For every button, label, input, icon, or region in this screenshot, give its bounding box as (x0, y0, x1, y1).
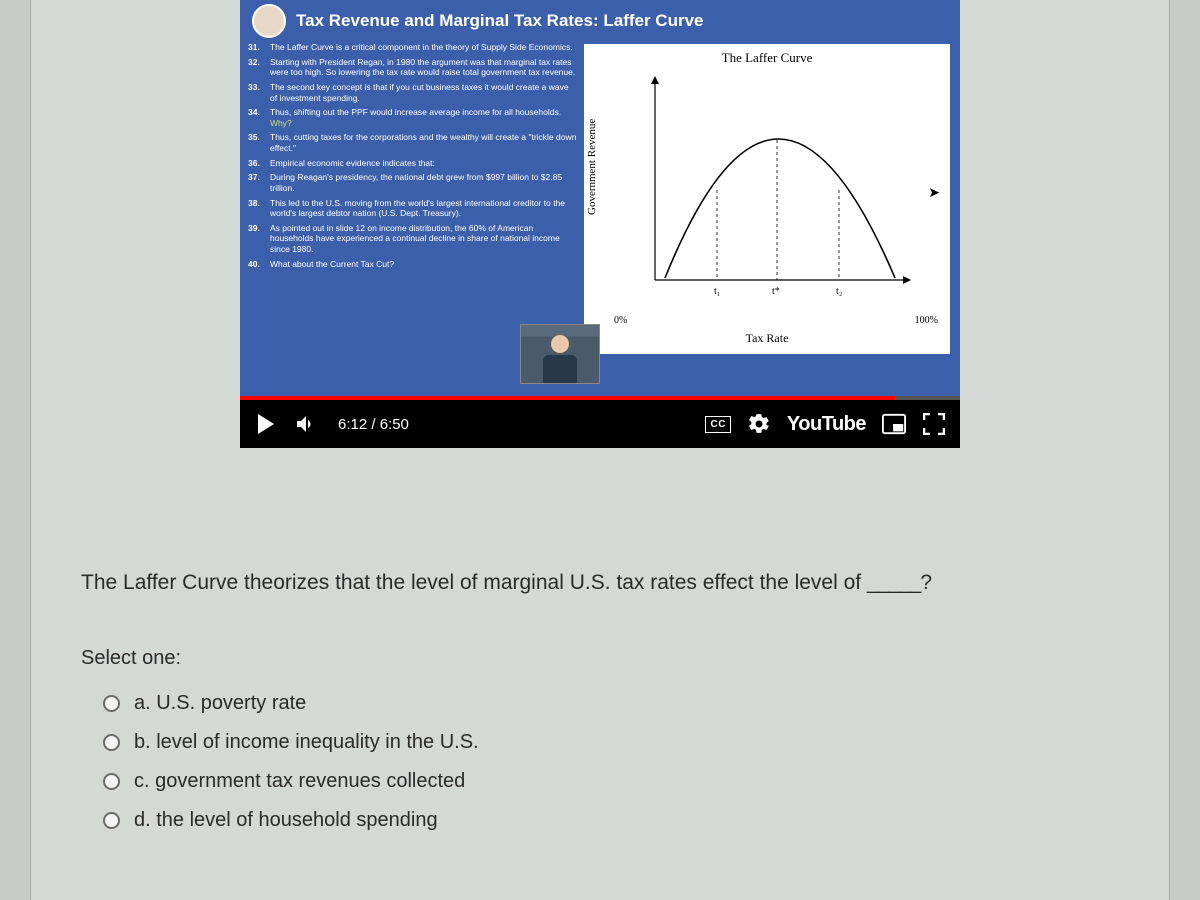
slide-bullet: 35.Thus, cutting taxes for the corporati… (248, 132, 578, 153)
chart-tick-100: 100% (915, 315, 938, 326)
video-progress-bar[interactable] (240, 396, 960, 400)
video-controls: 6:12 / 6:50 CC YouTube (240, 400, 960, 448)
cc-button[interactable]: CC (705, 416, 730, 433)
youtube-logo[interactable]: YouTube (787, 413, 866, 436)
option-label: a. U.S. poverty rate (134, 692, 306, 715)
option-label: b. level of income inequality in the U.S… (134, 731, 479, 754)
question-blank: _____ (867, 571, 920, 594)
miniplayer-button[interactable] (882, 412, 906, 436)
video-slide: Tax Revenue and Marginal Tax Rates: Laff… (240, 0, 960, 396)
svg-text:t₂: t₂ (836, 286, 842, 297)
select-one-label: Select one: (81, 647, 1119, 670)
svg-text:t*: t* (772, 286, 780, 297)
options-list: a. U.S. poverty rate b. level of income i… (81, 684, 1119, 840)
slide-bullet: 33.The second key concept is that if you… (248, 82, 578, 103)
slide-title: Tax Revenue and Marginal Tax Rates: Laff… (296, 11, 704, 31)
time-display: 6:12 / 6:50 (338, 416, 409, 433)
slide-bullets: 31.The Laffer Curve is a critical compon… (248, 42, 578, 356)
chart-tick-0: 0% (614, 315, 627, 326)
slide-bullet: 36.Empirical economic evidence indicates… (248, 158, 578, 169)
cursor-icon: ➤ (928, 184, 940, 201)
answer-option[interactable]: a. U.S. poverty rate (81, 684, 1119, 723)
question-prefix: The Laffer Curve theorizes that the leve… (81, 571, 867, 594)
radio-button[interactable] (103, 773, 120, 790)
radio-button[interactable] (103, 812, 120, 829)
option-label: d. the level of household spending (134, 809, 438, 832)
slide-bullet: 39.As pointed out in slide 12 on income … (248, 223, 578, 255)
chart-title: The Laffer Curve (584, 44, 950, 66)
svg-text:t₁: t₁ (714, 286, 720, 297)
presenter-webcam-thumbnail (520, 324, 600, 384)
slide-bullet: 34.Thus, shifting out the PPF would incr… (248, 107, 578, 128)
settings-button[interactable] (747, 412, 771, 436)
chart-x-label: Tax Rate (746, 331, 789, 346)
fullscreen-button[interactable] (922, 412, 946, 436)
question-suffix: ? (920, 571, 932, 594)
video-progress-fill (240, 396, 895, 400)
presenter-avatar (252, 4, 286, 38)
volume-button[interactable] (294, 412, 318, 436)
slide-bullet: 37.During Reagan's presidency, the natio… (248, 172, 578, 193)
slide-bullet: 32.Starting with President Regan, in 198… (248, 57, 578, 78)
radio-button[interactable] (103, 734, 120, 751)
answer-option[interactable]: d. the level of household spending (81, 801, 1119, 840)
answer-option[interactable]: c. government tax revenues collected (81, 762, 1119, 801)
play-button[interactable] (254, 412, 278, 436)
question-area: The Laffer Curve theorizes that the leve… (31, 448, 1169, 840)
option-label: c. government tax revenues collected (134, 770, 465, 793)
radio-button[interactable] (103, 695, 120, 712)
slide-bullet: 31.The Laffer Curve is a critical compon… (248, 42, 578, 53)
chart-y-label: Government Revenue (586, 118, 598, 214)
answer-option[interactable]: b. level of income inequality in the U.S… (81, 723, 1119, 762)
quiz-page: Tax Revenue and Marginal Tax Rates: Laff… (30, 0, 1170, 900)
slide-header: Tax Revenue and Marginal Tax Rates: Laff… (248, 2, 952, 42)
slide-bullet: 38.This led to the U.S. moving from the … (248, 198, 578, 219)
slide-bullet: 40.What about the Current Tax Cut? (248, 259, 578, 270)
laffer-curve-svg: t₁ t* t₂ (617, 70, 917, 310)
video-player: Tax Revenue and Marginal Tax Rates: Laff… (240, 0, 960, 448)
laffer-chart-panel: The Laffer Curve t₁ t* t₂ Go (584, 44, 950, 354)
question-text: The Laffer Curve theorizes that the leve… (81, 568, 1119, 597)
